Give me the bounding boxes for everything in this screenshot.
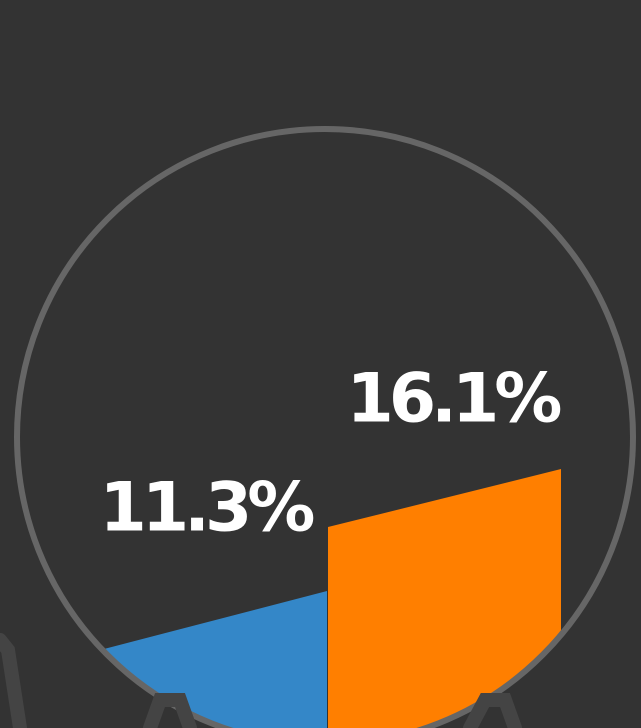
value-label: 11.3% xyxy=(100,469,314,548)
decoration xyxy=(0,633,522,728)
value-label: 16.1% xyxy=(347,360,561,439)
circle-frame xyxy=(14,126,636,728)
